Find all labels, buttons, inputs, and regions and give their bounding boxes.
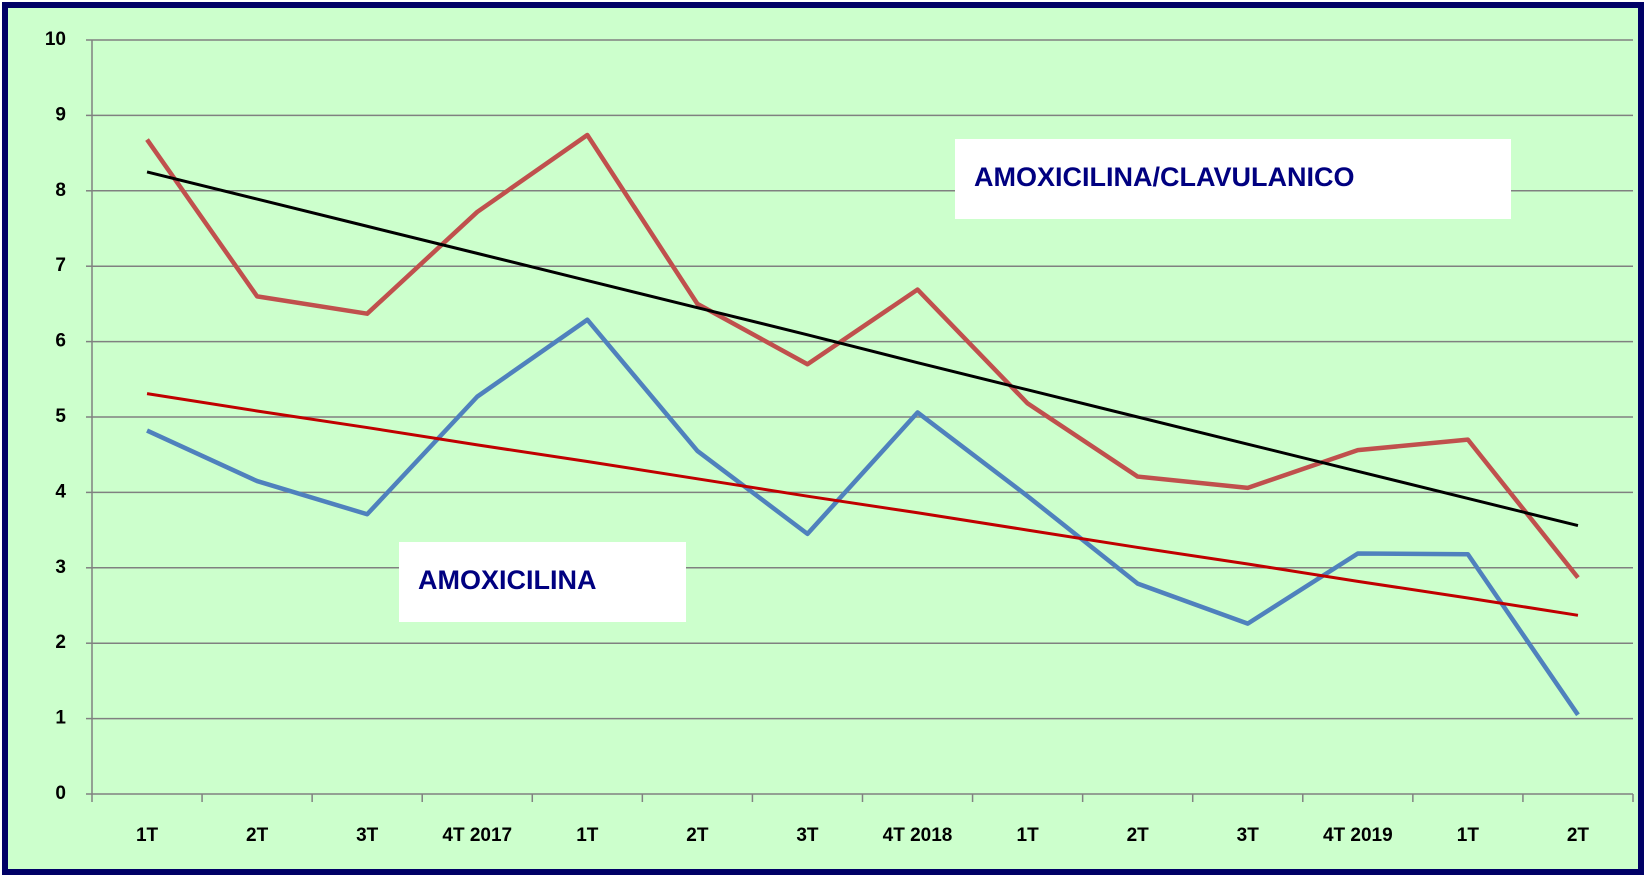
- x-tick-label: 4T 2017: [442, 825, 512, 846]
- y-tick-label: 9: [55, 104, 66, 125]
- y-tick-label: 2: [55, 632, 66, 653]
- annotation-box: [399, 542, 686, 622]
- y-tick-label: 5: [55, 406, 66, 427]
- x-tick-label: 3T: [356, 825, 379, 846]
- x-tick-label: 4T 2019: [1323, 825, 1393, 846]
- series-line: [146, 317, 1580, 717]
- x-tick-label: 3T: [1237, 825, 1260, 846]
- x-tick-label: 3T: [796, 825, 819, 846]
- y-tick-label: 4: [55, 481, 66, 502]
- y-tick-label: 7: [55, 255, 66, 276]
- y-tick-label: 10: [45, 29, 66, 50]
- x-tick-label: 2T: [246, 825, 269, 846]
- series-label: AMOXICILINA: [418, 565, 597, 595]
- series-label: AMOXICILINA/CLAVULANICO: [974, 162, 1354, 192]
- annotation-box: [955, 139, 1511, 219]
- y-tick-label: 8: [55, 180, 66, 201]
- x-tick-label: 4T 2018: [883, 825, 953, 846]
- y-tick-label: 6: [55, 331, 66, 352]
- x-tick-label: 2T: [1127, 825, 1150, 846]
- x-tick-label: 1T: [576, 825, 599, 846]
- y-tick-label: 3: [55, 557, 66, 578]
- x-tick-label: 1T: [1017, 825, 1040, 846]
- x-tick-label: 2T: [1567, 825, 1590, 846]
- x-tick-label: 1T: [136, 825, 159, 846]
- trend-line: [146, 392, 1579, 617]
- x-tick-label: 2T: [686, 825, 709, 846]
- series-line: [145, 132, 1580, 580]
- trend-line: [146, 170, 1579, 528]
- y-tick-label: 0: [55, 783, 66, 804]
- y-tick-label: 1: [55, 708, 66, 729]
- x-tick-label: 1T: [1457, 825, 1480, 846]
